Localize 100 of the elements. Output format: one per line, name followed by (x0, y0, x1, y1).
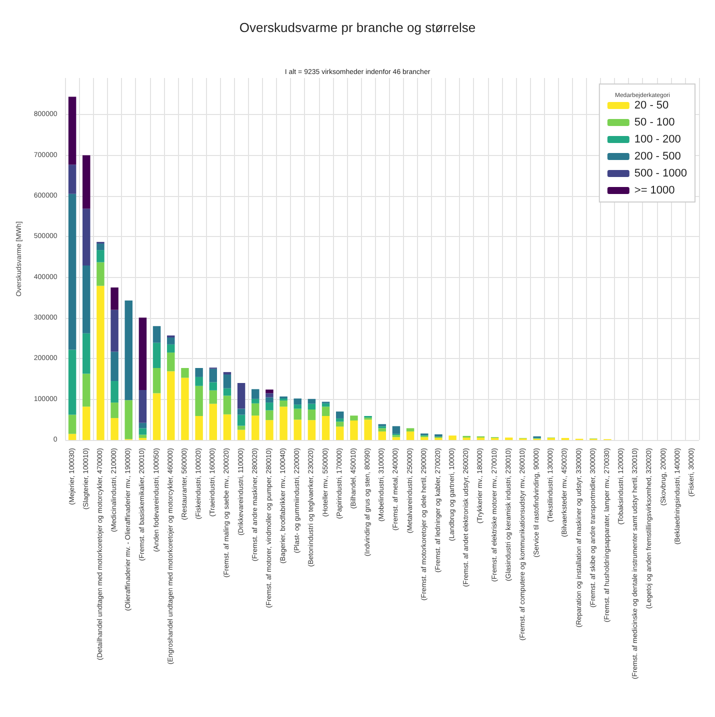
legend-label: 500 - 1000 (634, 168, 688, 180)
bar (110, 381, 118, 403)
bar (124, 400, 133, 440)
bar (68, 434, 76, 440)
legend-label: 50 - 100 (634, 116, 675, 128)
bar (336, 426, 344, 440)
bar (252, 389, 260, 399)
bar (266, 393, 274, 398)
bar (68, 350, 76, 415)
bar (96, 262, 104, 286)
bar (68, 414, 76, 434)
bar (406, 428, 414, 432)
bar (223, 388, 232, 396)
bar (195, 386, 203, 416)
bar (266, 420, 274, 440)
bar (96, 286, 104, 440)
bar (223, 372, 232, 375)
bar (350, 420, 358, 440)
bar (68, 96, 76, 165)
bar (336, 412, 344, 418)
bar (82, 406, 90, 440)
bar (294, 404, 302, 409)
bar (364, 420, 372, 440)
bar (322, 416, 330, 440)
bar (82, 155, 90, 209)
bar (392, 426, 400, 434)
bar (420, 437, 428, 440)
bar (110, 310, 118, 352)
bar (294, 398, 302, 405)
bar (237, 383, 246, 409)
bar (195, 376, 203, 386)
bar (322, 406, 330, 416)
bar (181, 368, 189, 378)
bar (110, 418, 118, 440)
bar (195, 416, 203, 440)
bar (252, 403, 260, 416)
bar (152, 393, 161, 440)
bar (167, 344, 175, 353)
bar (392, 437, 400, 440)
bar (378, 428, 386, 432)
bar (138, 318, 147, 390)
bar (252, 398, 260, 404)
bar (237, 430, 246, 440)
bar (82, 208, 90, 266)
bar (96, 250, 104, 262)
bar (68, 164, 76, 194)
bar (223, 414, 232, 440)
legend-label: 200 - 500 (634, 150, 681, 162)
bar (308, 404, 316, 410)
bar (167, 371, 175, 440)
bar (195, 368, 203, 377)
bar (82, 374, 90, 407)
bar (68, 194, 76, 350)
bar (266, 402, 274, 410)
bar (280, 406, 288, 440)
bar (138, 422, 147, 428)
bar (181, 378, 189, 440)
bar (209, 382, 218, 390)
bar (280, 396, 288, 399)
bar (82, 333, 90, 374)
bar (96, 244, 104, 250)
bar (237, 426, 246, 430)
bar (237, 408, 246, 415)
bar (167, 338, 175, 344)
bar (152, 368, 161, 394)
bar (406, 431, 414, 440)
bar (266, 410, 274, 420)
bar (209, 404, 218, 440)
bar (252, 416, 260, 440)
bar (152, 326, 161, 343)
bar (336, 418, 344, 422)
bar (82, 266, 90, 334)
bar (266, 397, 274, 403)
bar (152, 342, 161, 368)
bar (124, 300, 133, 400)
bar (209, 368, 218, 382)
bar (110, 352, 118, 382)
bar (209, 390, 218, 404)
bar (110, 287, 118, 310)
bar (294, 408, 302, 420)
bar (350, 416, 358, 420)
bar (266, 390, 274, 394)
bar (280, 400, 288, 407)
bar (110, 402, 118, 418)
bar (308, 409, 316, 420)
bar (223, 396, 232, 414)
chart-title: Overskudsvarme pr branche og størrelse (239, 20, 476, 35)
bar (138, 390, 147, 423)
legend-label: >= 1000 (634, 184, 675, 196)
bar (223, 374, 232, 388)
bar (378, 431, 386, 440)
bar (138, 434, 147, 438)
bar (294, 420, 302, 440)
bar (167, 352, 175, 372)
legend-label: 100 - 200 (634, 134, 681, 146)
bar (138, 428, 147, 435)
bar (308, 420, 316, 440)
bar (308, 398, 316, 404)
bar (448, 436, 456, 440)
legend-label: 20 - 50 (634, 100, 669, 112)
